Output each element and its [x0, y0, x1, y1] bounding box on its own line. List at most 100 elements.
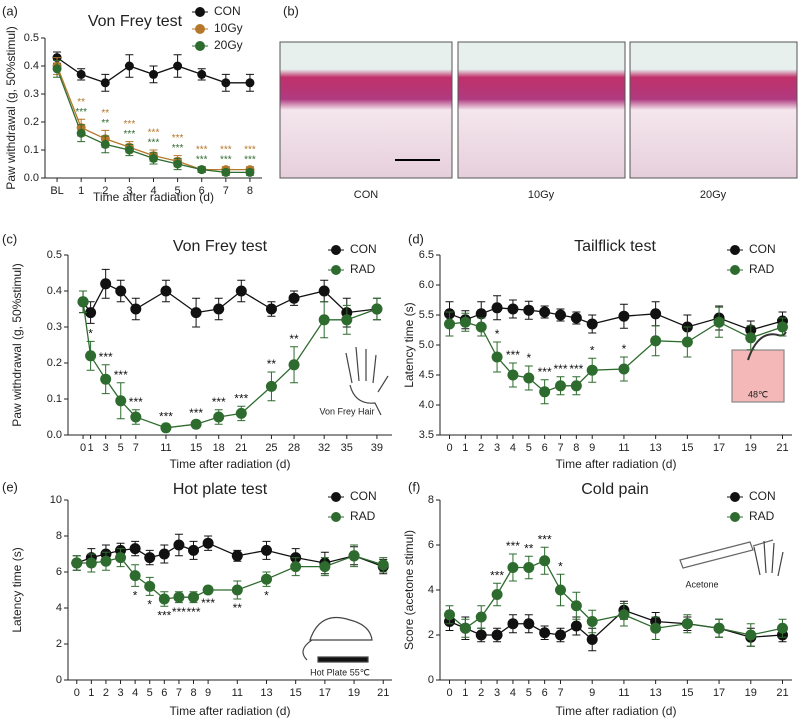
x-tick-label: 19 — [745, 442, 757, 454]
hand-icon — [345, 346, 389, 416]
significance-label: *** — [187, 605, 201, 619]
significance-label: *** — [506, 348, 520, 362]
significance-label: *** — [553, 362, 567, 376]
histology-image — [279, 41, 453, 179]
chart-title: Tailflick test — [574, 238, 656, 255]
y-tick-label: 8 — [428, 494, 434, 506]
y-tick-label: 2 — [56, 638, 62, 650]
significance-label: *** — [201, 596, 215, 610]
data-point — [144, 580, 156, 592]
legend-label: CON — [214, 4, 241, 18]
x-tick-label: 8 — [573, 442, 579, 454]
significance-label: *** — [196, 154, 208, 165]
series-line — [82, 282, 378, 314]
data-point — [115, 552, 127, 564]
data-point — [100, 78, 110, 88]
legend-marker — [730, 512, 740, 522]
x-tick-label: 3 — [494, 687, 500, 699]
data-point — [713, 622, 725, 634]
x-tick-label: 15 — [681, 442, 693, 454]
x-tick-label: 1 — [88, 442, 94, 454]
data-point — [149, 153, 158, 163]
data-point — [190, 418, 202, 430]
data-point — [158, 593, 170, 605]
data-point — [555, 309, 567, 321]
data-point — [681, 618, 693, 630]
annotation: Von Frey Hair — [319, 406, 374, 416]
legend-label: CON — [749, 489, 776, 503]
significance-label: *** — [234, 391, 248, 405]
data-point — [129, 570, 141, 582]
significance-label: *** — [157, 608, 171, 622]
data-point — [539, 627, 551, 639]
data-point — [491, 629, 503, 641]
data-point — [713, 316, 725, 328]
y-tick-label: 3.5 — [419, 429, 434, 441]
x-tick-label: 13 — [650, 442, 662, 454]
icons — [302, 331, 787, 663]
significance-label: * — [622, 342, 627, 356]
data-point — [475, 629, 487, 641]
y-tick-label: 4 — [56, 602, 62, 614]
x-tick-label: 7 — [557, 687, 563, 699]
data-point — [173, 539, 185, 551]
data-point — [288, 292, 300, 304]
data-point — [555, 380, 567, 392]
data-point — [149, 69, 158, 79]
x-tick-label: 25 — [265, 442, 277, 454]
x-axis-label: Time after radiation (d) — [170, 704, 291, 718]
data-point — [115, 395, 127, 407]
x-tick-label: 15 — [681, 687, 693, 699]
y-tick-label: 0.3 — [47, 321, 62, 333]
data-point — [245, 167, 255, 177]
data-point — [288, 359, 300, 371]
significance-label: * — [88, 327, 93, 341]
data-point — [130, 303, 142, 315]
x-tick-label: 5 — [147, 687, 153, 699]
x-tick-label: 6 — [199, 185, 205, 197]
y-tick-label: 0.4 — [47, 285, 62, 297]
data-point — [197, 165, 207, 175]
data-point — [265, 380, 277, 392]
data-point — [158, 548, 170, 560]
y-tick-label: 4 — [428, 584, 434, 596]
legend-marker — [331, 492, 341, 502]
chart-title: Von Frey test — [173, 238, 268, 255]
x-tick-label: 1 — [462, 442, 468, 454]
x-tick-label: 18 — [213, 442, 225, 454]
y-tick-label: 5.0 — [419, 339, 434, 351]
y-tick-label: 8 — [56, 530, 62, 542]
chart-title: Cold pain — [581, 481, 649, 498]
image-label: 10Gy — [528, 189, 555, 201]
data-point — [371, 303, 383, 315]
y-axis-label: Latency time (s) — [402, 302, 416, 387]
data-point — [100, 555, 112, 567]
data-point — [100, 373, 112, 385]
significance-label: *** — [220, 144, 232, 155]
significance-label: *** — [99, 350, 113, 364]
histology-images — [279, 41, 798, 179]
x-tick-label: 5 — [175, 185, 181, 197]
legend-label: RAD — [749, 262, 775, 276]
x-tick-label: 0 — [74, 687, 80, 699]
significance-label: *** — [172, 605, 186, 619]
x-tick-label: 0 — [446, 442, 452, 454]
x-axis-label: Time after radiation (d) — [170, 457, 291, 471]
legend-label: RAD — [749, 509, 775, 523]
x-tick-label: 7 — [223, 185, 229, 197]
data-point — [776, 622, 788, 634]
significance-label: *** — [172, 133, 184, 144]
significance-label: ** — [289, 332, 299, 346]
data-point — [160, 285, 172, 297]
data-point — [213, 411, 225, 423]
significance-label: *** — [148, 138, 160, 149]
y-tick-label: 0.3 — [24, 88, 39, 100]
significance-label: *** — [538, 365, 552, 379]
data-point — [221, 167, 231, 177]
x-tick-label: 21 — [235, 442, 247, 454]
y-tick-label: 0.1 — [24, 144, 39, 156]
series-line — [76, 555, 384, 600]
x-tick-label: 35 — [341, 442, 353, 454]
data-point — [85, 350, 97, 362]
x-tick-label: 2 — [478, 687, 484, 699]
